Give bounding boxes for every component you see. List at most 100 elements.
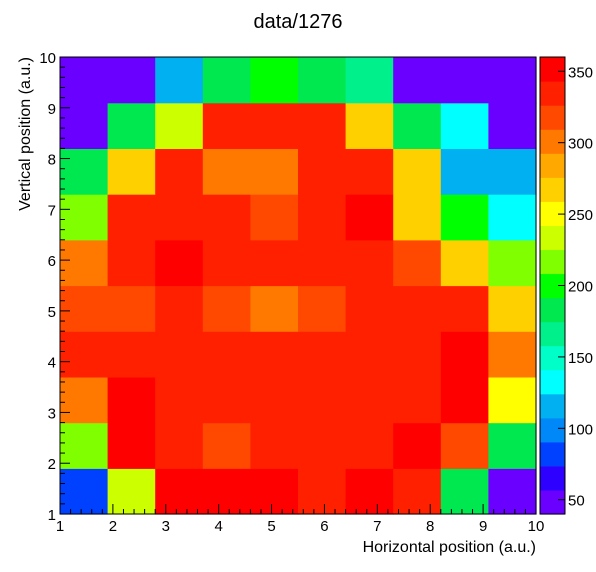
x-axis-label: Horizontal position (a.u.) [363,539,536,556]
heatmap-cell-10-5 [488,285,537,332]
y-tick-label: 6 [48,253,56,270]
y-tick-label: 10 [39,50,56,67]
heatmap-cell-6-5 [298,285,347,332]
heatmap-cell-2-4 [107,331,156,378]
heatmap-cell-4-3 [202,376,251,424]
x-tick-label: 3 [162,518,170,535]
heatmap-cell-7-5 [345,285,394,332]
x-tick-label: 2 [109,518,117,535]
colorbar-segment [540,177,565,202]
heatmap-cell-2-2 [107,422,156,469]
heatmap-cell-9-1 [440,468,489,515]
heatmap-cell-2-1 [107,468,156,515]
colorbar-tick-label: 50 [568,493,585,510]
colorbar-segment [540,465,565,491]
heatmap-cell-6-4 [298,331,347,378]
heatmap-cell-5-1 [250,468,299,515]
y-tick-label: 9 [48,101,56,118]
colorbar-segment [540,153,565,178]
heatmap-cell-1-8 [60,148,109,195]
colorbar-tick-label: 200 [568,279,593,296]
heatmap-cell-4-6 [202,239,251,287]
colorbar-segment [540,297,565,323]
colorbar: 50 100 150 200 250 300 350 [539,56,593,515]
heatmap-cell-7-9 [345,102,394,149]
heatmap-cell-3-4 [155,331,204,378]
heatmap-cell-4-2 [202,422,251,469]
heatmap-cell-2-7 [107,194,156,241]
heatmap-cell-7-3 [345,376,394,424]
heatmap-cell-3-7 [155,194,204,241]
colorbar-segment [540,441,565,467]
heatmap-cell-9-3 [440,376,489,424]
heatmap-cell-2-8 [107,148,156,195]
heatmap-cell-5-4 [250,331,299,378]
heatmap-cell-8-1 [393,468,442,515]
y-tick-label: 1 [48,507,56,524]
heatmap-cell-5-2 [250,422,299,469]
heatmap-cell-2-6 [107,239,156,287]
heatmap-cell-9-6 [440,239,489,287]
heatmap-cell-1-6 [60,239,109,287]
heatmap-cell-10-8 [488,148,537,195]
heatmap-cell-8-9 [393,102,442,149]
y-axis-label: Vertical position (a.u.) [17,57,34,211]
heatmap-cell-5-5 [250,285,299,332]
colorbar-tick-label: 250 [568,207,593,224]
heatmap-cell-9-2 [440,422,489,469]
heatmap-cell-1-2 [60,422,109,469]
heatmap-cell-7-4 [345,331,394,378]
heatmap-cell-5-3 [250,376,299,424]
heatmap-cell-3-5 [155,285,204,332]
x-tick-label: 1 [56,518,64,535]
heatmap-cell-6-6 [298,239,347,287]
colorbar-segment [540,249,565,275]
heatmap-cell-3-9 [155,102,204,149]
x-axis: 1 2 3 4 5 6 7 8 9 10 [56,504,544,535]
heatmap-cell-4-9 [202,102,251,149]
heatmap-cell-5-6 [250,239,299,287]
colorbar-segment [540,81,565,106]
heatmap-cell-6-7 [298,194,347,241]
heatmap-cell-6-2 [298,422,347,469]
y-tick-label: 3 [48,405,56,422]
heatmap-cell-7-8 [345,148,394,195]
heatmap-cell-6-10 [298,57,347,104]
colorbar-segment [540,489,565,515]
heatmap-cell-9-5 [440,285,489,332]
colorbar-tick-label: 150 [568,350,593,367]
heatmap-cell-10-3 [488,376,537,424]
heatmap-cell-9-8 [440,148,489,195]
heatmap-cell-7-10 [345,57,394,104]
x-tick-label: 8 [426,518,434,535]
heatmap-cell-10-9 [488,102,537,149]
heatmap-cell-1-5 [60,285,109,332]
colorbar-segment [540,345,565,371]
heatmap-cell-8-6 [393,239,442,287]
heatmap-cell-2-9 [107,102,156,149]
heatmap-cell-2-5 [107,285,156,332]
heatmap-cell-3-3 [155,376,204,424]
heatmap-cell-9-10 [440,57,489,104]
heatmap-cell-3-6 [155,239,204,287]
heatmap-cell-4-1 [202,468,251,515]
colorbar-segment [540,369,565,395]
colorbar-tick-label: 350 [568,64,593,81]
heatmap-cell-10-10 [488,57,537,104]
heatmap-cell-3-2 [155,422,204,469]
heatmap-cell-10-6 [488,239,537,287]
heatmap-cell-1-9 [60,102,109,149]
colorbar-segment [540,129,565,154]
heatmap-cell-10-2 [488,422,537,469]
x-tick-label: 5 [267,518,275,535]
heatmap-cell-10-7 [488,194,537,241]
heatmap-cell-8-10 [393,57,442,104]
y-tick-label: 2 [48,456,56,473]
heatmap-cell-8-3 [393,376,442,424]
y-axis: 1 2 3 4 5 6 7 8 9 10 [39,50,70,524]
heatmap-cell-5-8 [250,148,299,195]
heatmap-cell-6-8 [298,148,347,195]
heatmap-cell-3-1 [155,468,204,515]
plot-frame [59,56,537,515]
heatmap-cells [60,57,537,515]
